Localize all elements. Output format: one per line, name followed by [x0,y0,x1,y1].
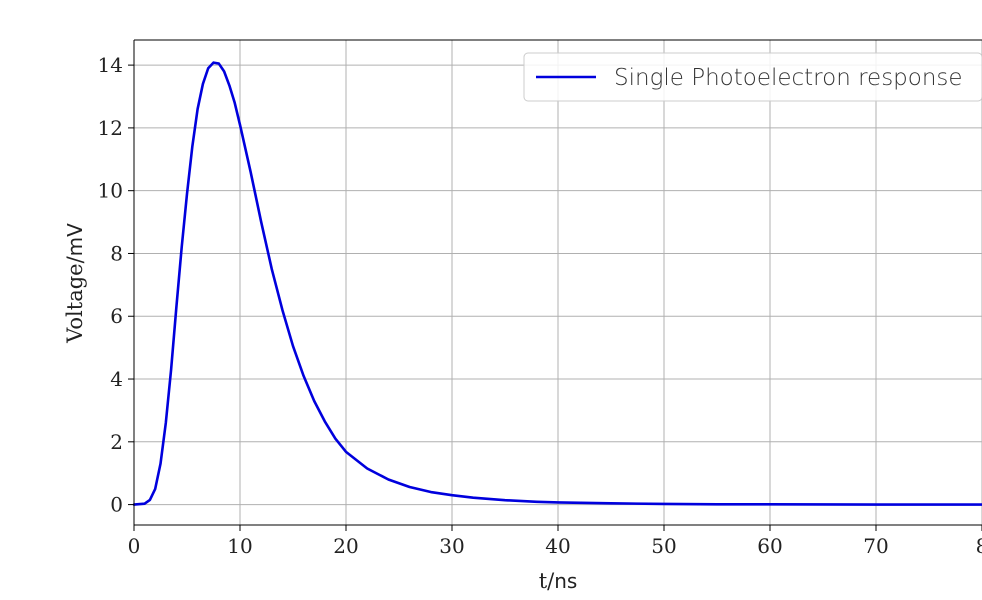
y-tick-label: 6 [110,304,123,328]
y-tick-label: 2 [110,430,123,454]
y-tick-label: 12 [98,116,123,140]
x-axis-label-var: t/ [539,569,555,593]
x-tick-label: 10 [227,534,252,558]
x-axis-label: t/ns [539,569,578,593]
x-tick-label: 70 [863,534,888,558]
ticks: 010203040506070802468101214 [98,53,982,558]
y-tick-label: 14 [98,53,123,77]
y-axis-label: Voltage/mV [63,223,87,344]
x-tick-label: 0 [128,534,141,558]
grid [133,40,982,525]
y-tick-label: 4 [110,367,123,391]
series-layer [132,61,982,506]
y-tick-label: 10 [98,179,123,203]
y-axis-label-unit: mV [63,223,87,256]
x-tick-label: 50 [651,534,676,558]
x-tick-label: 60 [757,534,782,558]
legend-box [523,52,982,102]
x-tick-label: 40 [545,534,570,558]
x-tick-label: 20 [333,534,358,558]
series-line [132,61,982,506]
legend: Single Photoelectron response [523,52,982,102]
x-tick-label: 30 [439,534,464,558]
y-tick-label: 0 [110,493,123,517]
x-axis-label-unit: ns [554,569,577,593]
x-tick-label: 8 [976,534,982,558]
legend-label: Single Photoelectron response [614,65,963,91]
y-axis-label-var: Voltage/ [63,255,87,343]
y-tick-label: 8 [110,241,123,265]
